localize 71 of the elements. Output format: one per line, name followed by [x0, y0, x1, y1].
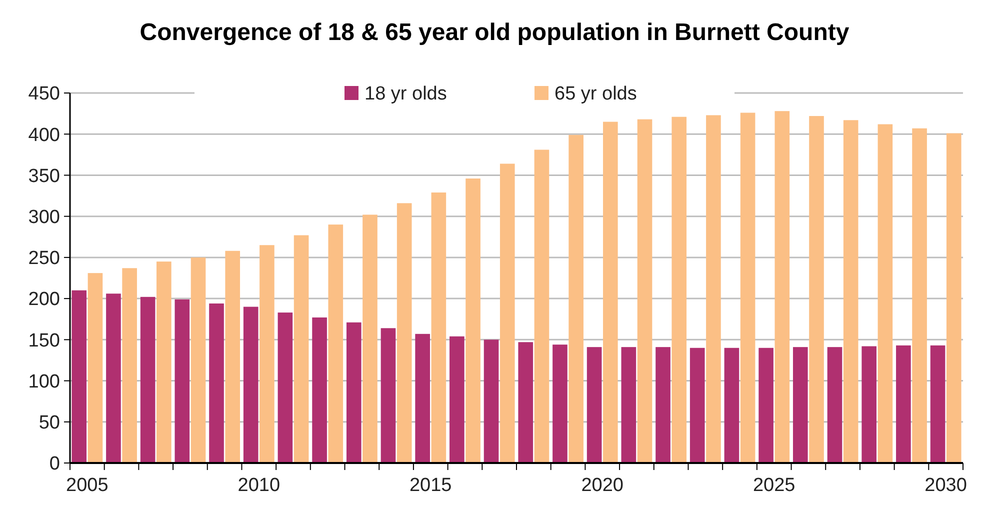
- bar: [637, 119, 652, 463]
- bar: [912, 128, 927, 463]
- x-tick-label: 2010: [238, 475, 280, 496]
- bar: [415, 334, 430, 463]
- bar: [466, 178, 480, 463]
- bar: [88, 273, 103, 463]
- bar: [294, 235, 309, 463]
- bar: [106, 294, 121, 463]
- bar: [122, 268, 137, 463]
- bar: [724, 348, 740, 463]
- x-tick-label: 2025: [752, 475, 796, 496]
- bar: [362, 214, 378, 463]
- bar: [862, 346, 876, 463]
- y-tick-label: 100: [28, 371, 60, 392]
- bar: [396, 203, 412, 463]
- chart-title: Convergence of 18 & 65 year old population in Burnett County: [140, 19, 850, 46]
- bar: [586, 347, 602, 463]
- bar: [450, 336, 464, 463]
- bar: [774, 111, 790, 463]
- x-tick-label: 2015: [409, 475, 452, 496]
- y-tick-label: 200: [28, 289, 60, 310]
- y-tick-label: 50: [38, 412, 60, 434]
- bar: [225, 250, 240, 463]
- bar: [328, 224, 344, 463]
- bar: [621, 347, 636, 463]
- bar: [156, 262, 172, 463]
- bar: [72, 290, 87, 463]
- y-tick-label: 300: [28, 206, 60, 228]
- bar: [190, 257, 206, 463]
- bar: [140, 296, 156, 463]
- bar: [896, 345, 911, 463]
- bar: [843, 120, 858, 463]
- bar: [500, 164, 515, 463]
- bar: [346, 322, 362, 463]
- bar: [518, 342, 534, 463]
- bar: [603, 122, 618, 463]
- bar: [930, 345, 946, 463]
- bar: [312, 317, 327, 463]
- bar: [568, 134, 584, 463]
- bar: [792, 347, 808, 463]
- bar: [809, 116, 824, 463]
- bar: [552, 344, 568, 463]
- bar: [758, 348, 774, 463]
- x-tick-label: 2030: [924, 475, 967, 496]
- y-tick-label: 0: [49, 454, 60, 475]
- x-tick-label: 2005: [66, 475, 108, 496]
- bar: [690, 348, 705, 463]
- y-tick-label: 250: [28, 248, 60, 270]
- bar: [209, 303, 224, 463]
- bar: [656, 347, 670, 463]
- legend-label: 65 yr olds: [554, 84, 637, 105]
- y-tick-label: 400: [28, 124, 60, 146]
- bar: [260, 245, 274, 463]
- bar: [878, 124, 893, 463]
- bar: [278, 312, 293, 463]
- x-tick-label: 2020: [581, 475, 624, 496]
- bar: [243, 306, 258, 463]
- bar: [174, 299, 190, 463]
- bar: [431, 192, 446, 463]
- bar: [946, 133, 962, 463]
- bar: [672, 116, 687, 463]
- bar: [380, 328, 396, 463]
- legend-label: 18 yr olds: [364, 84, 447, 105]
- y-tick-label: 450: [28, 84, 60, 105]
- y-tick-label: 350: [28, 166, 60, 187]
- bar: [740, 112, 756, 463]
- bar: [534, 150, 550, 463]
- y-tick-label: 150: [28, 330, 60, 352]
- bar: [706, 115, 721, 463]
- bar: [827, 347, 842, 463]
- bar: [484, 340, 499, 463]
